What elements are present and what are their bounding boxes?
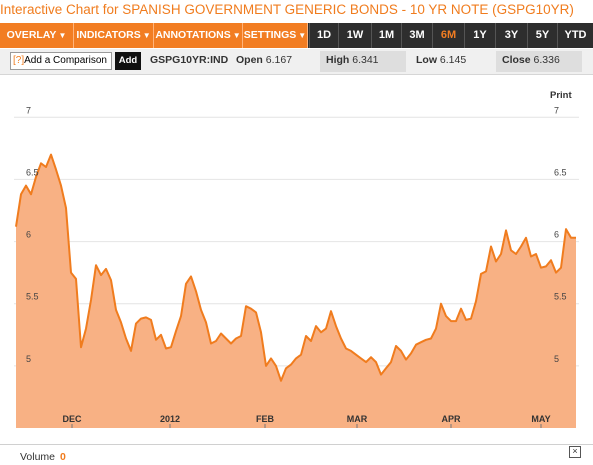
settings-menu-label: SETTINGS: [243, 29, 297, 41]
page-title: Interactive Chart for SPANISH GOVERNMENT…: [0, 2, 574, 17]
close-label: Close: [502, 54, 531, 66]
close-icon[interactable]: ×: [569, 446, 581, 458]
y-tick-label-left: 5: [26, 354, 31, 364]
overlay-menu[interactable]: OVERLAY ▼: [0, 23, 74, 48]
print-link[interactable]: Print: [550, 90, 572, 101]
x-tick-label: DEC: [62, 414, 82, 424]
high-label: High: [326, 54, 350, 66]
range-3y[interactable]: 3Y: [495, 23, 527, 48]
y-tick-label-left: 7: [26, 105, 31, 115]
high-stat: High 6.341: [326, 54, 379, 66]
range-1d[interactable]: 1D: [309, 23, 338, 48]
annotations-menu[interactable]: ANNOTATIONS ▼: [154, 23, 243, 48]
x-tick-label: FEB: [256, 414, 275, 424]
y-tick-label-left: 6.5: [26, 167, 39, 177]
range-5y[interactable]: 5Y: [527, 23, 557, 48]
open-value: 6.167: [265, 54, 293, 66]
volume-value: 0: [60, 451, 66, 463]
indicators-menu[interactable]: INDICATORS ▼: [74, 23, 154, 48]
comparison-label: Add a Comparison: [24, 55, 107, 66]
y-tick-label-right: 5.5: [554, 292, 567, 302]
chart-toolbar: OVERLAY ▼ INDICATORS ▼ ANNOTATIONS ▼ SETTIN…: [0, 23, 593, 48]
volume-readout: Volume 0: [20, 451, 66, 463]
annotations-menu-label: ANNOTATIONS: [155, 29, 231, 41]
y-tick-label-right: 6: [554, 230, 559, 240]
chevron-down-icon: ▼: [232, 31, 241, 40]
series-line: [15, 153, 576, 382]
range-1y[interactable]: 1Y: [464, 23, 495, 48]
x-tick-label: MAR: [347, 414, 368, 424]
add-comparison-button[interactable]: Add: [115, 52, 141, 70]
range-3m[interactable]: 3M: [401, 23, 432, 48]
x-tick-label: MAY: [531, 414, 550, 424]
overlay-menu-label: OVERLAY: [6, 29, 57, 41]
open-label: Open: [236, 54, 263, 66]
open-stat: Open 6.167: [236, 54, 292, 66]
close-value: 6.336: [533, 54, 560, 66]
quote-bar: [?]Add a Comparison Add GSPG10YR:IND Ope…: [0, 49, 593, 75]
volume-bar: Volume 0 ×: [0, 444, 593, 465]
low-label: Low: [416, 54, 437, 66]
symbol-label: GSPG10YR:IND: [150, 54, 229, 66]
x-tick-label: APR: [441, 414, 461, 424]
y-tick-label-right: 7: [554, 105, 559, 115]
x-tick-label: 2012: [160, 414, 180, 424]
help-icon[interactable]: [?]: [13, 55, 25, 66]
chevron-down-icon: ▼: [58, 31, 67, 40]
range-6m[interactable]: 6M: [432, 23, 464, 48]
y-axis-labels: 7 7 6.5 6.5 6 6 5.5 5.5 5 5: [26, 105, 567, 364]
y-tick-label-left: 5.5: [26, 292, 39, 302]
range-1m[interactable]: 1M: [371, 23, 401, 48]
high-stat-bg: [320, 51, 406, 72]
volume-label: Volume: [20, 451, 56, 463]
indicators-menu-label: INDICATORS: [76, 29, 141, 41]
settings-menu[interactable]: SETTINGS ▼: [243, 23, 308, 48]
comparison-input[interactable]: [?]Add a Comparison: [10, 52, 112, 70]
y-tick-label-right: 6.5: [554, 167, 567, 177]
low-stat: Low 6.145: [416, 54, 466, 66]
close-stat-bg: [496, 51, 582, 72]
y-tick-label-right: 5: [554, 354, 559, 364]
low-value: 6.145: [439, 54, 467, 66]
chevron-down-icon: ▼: [298, 31, 307, 40]
series-area: [16, 154, 576, 428]
y-tick-label-left: 6: [26, 230, 31, 240]
high-value: 6.341: [352, 54, 379, 66]
range-ytd[interactable]: YTD: [557, 23, 593, 48]
price-chart[interactable]: 7 7 6.5 6.5 6 6 5.5 5.5 5 5 DEC 2012 FEB MAR APR MAY: [14, 80, 593, 428]
range-1w[interactable]: 1W: [338, 23, 371, 48]
chevron-down-icon: ▼: [142, 31, 151, 40]
x-axis-labels: DEC 2012 FEB MAR APR MAY: [62, 414, 551, 428]
close-stat: Close 6.336: [502, 54, 560, 66]
